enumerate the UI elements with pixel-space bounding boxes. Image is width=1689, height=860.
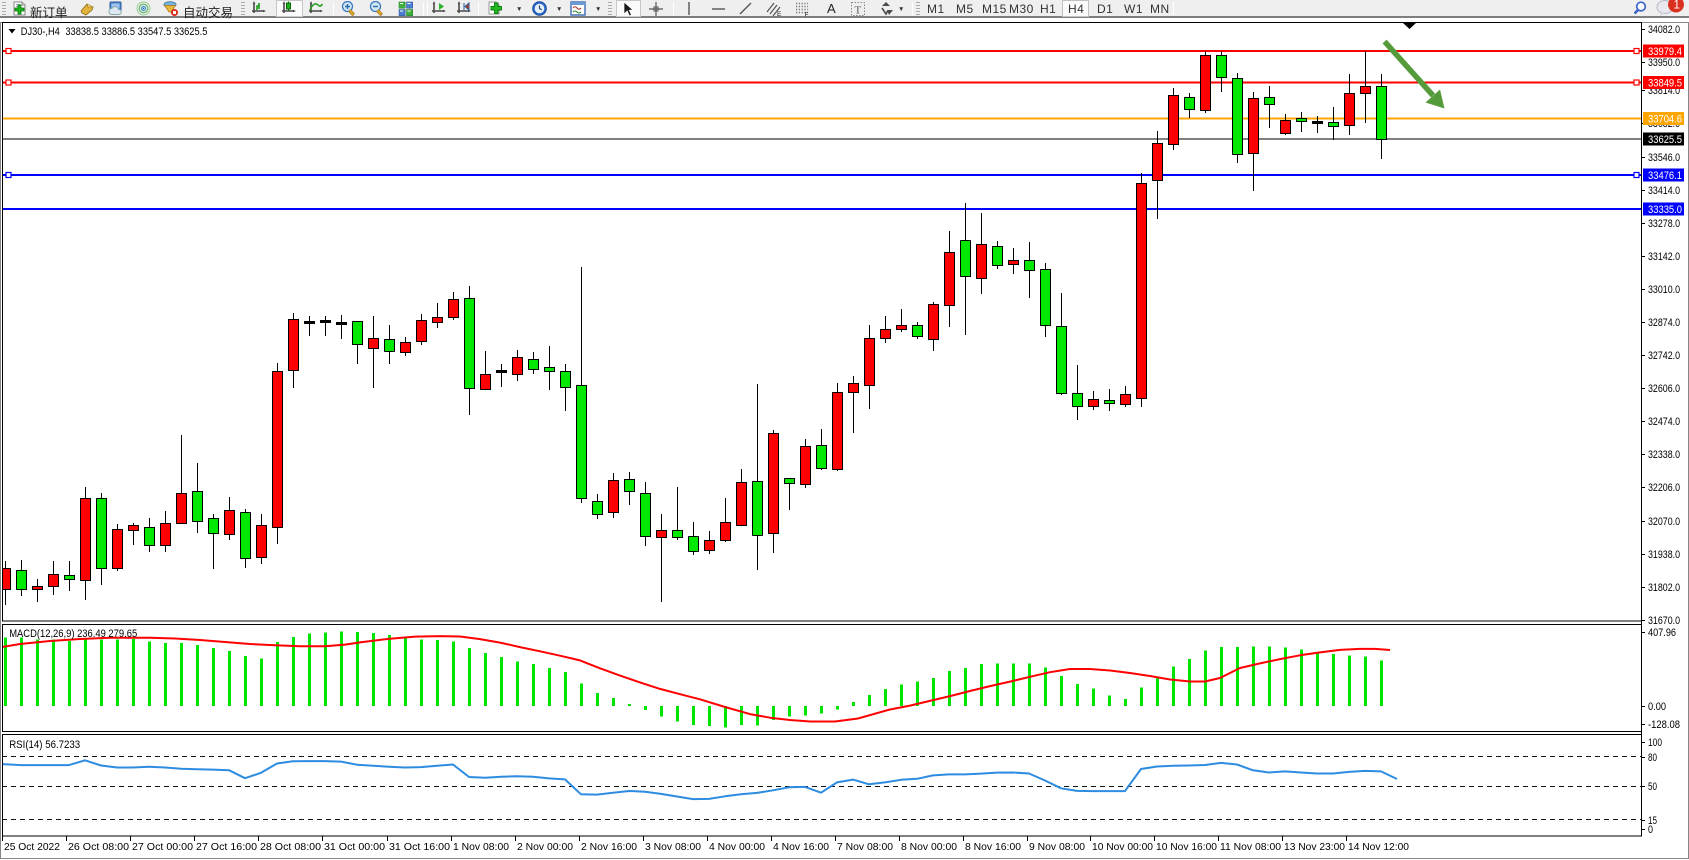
- svg-text:50: 50: [1648, 781, 1657, 793]
- svg-text:34082.0: 34082.0: [1648, 24, 1680, 36]
- svg-text:27 Oct 00:00: 27 Oct 00:00: [132, 841, 193, 853]
- svg-text:14 Nov 12:00: 14 Nov 12:00: [1348, 841, 1409, 853]
- svg-text:13 Nov 23:00: 13 Nov 23:00: [1284, 841, 1345, 853]
- svg-text:31 Oct 16:00: 31 Oct 16:00: [389, 841, 450, 853]
- svg-text:26 Oct 08:00: 26 Oct 08:00: [68, 841, 129, 853]
- svg-text:DJ30-,H4: DJ30-,H4: [21, 26, 60, 38]
- svg-text:33704.6: 33704.6: [1648, 114, 1682, 126]
- svg-text:33476.1: 33476.1: [1648, 170, 1682, 182]
- svg-text:32742.0: 32742.0: [1648, 350, 1680, 362]
- svg-text:8 Nov 16:00: 8 Nov 16:00: [965, 841, 1021, 853]
- svg-text:10 Nov 00:00: 10 Nov 00:00: [1092, 841, 1153, 853]
- svg-text:31670.0: 31670.0: [1648, 615, 1680, 627]
- svg-text:11 Nov 08:00: 11 Nov 08:00: [1220, 841, 1281, 853]
- svg-text:31802.0: 31802.0: [1648, 582, 1680, 594]
- svg-text:28 Oct 08:00: 28 Oct 08:00: [260, 841, 321, 853]
- svg-text:32070.0: 32070.0: [1648, 516, 1680, 528]
- svg-text:80: 80: [1648, 752, 1657, 764]
- svg-text:33142.0: 33142.0: [1648, 251, 1680, 263]
- svg-text:MACD(12,26,9) 236.49 279.65: MACD(12,26,9) 236.49 279.65: [9, 628, 137, 640]
- svg-text:0: 0: [1648, 824, 1653, 836]
- svg-text:33849.5: 33849.5: [1648, 78, 1682, 90]
- svg-text:7 Nov 08:00: 7 Nov 08:00: [837, 841, 893, 853]
- svg-text:10 Nov 16:00: 10 Nov 16:00: [1156, 841, 1217, 853]
- svg-text:33979.4: 33979.4: [1648, 46, 1682, 58]
- svg-text:F: F: [805, 12, 809, 18]
- svg-text:31938.0: 31938.0: [1648, 549, 1680, 561]
- svg-text:407.96: 407.96: [1648, 627, 1676, 639]
- svg-text:-128.08: -128.08: [1648, 719, 1680, 731]
- svg-text:2 Nov 00:00: 2 Nov 00:00: [517, 841, 573, 853]
- svg-text:33010.0: 33010.0: [1648, 284, 1680, 296]
- svg-text:8 Nov 00:00: 8 Nov 00:00: [901, 841, 957, 853]
- svg-text:33625.5: 33625.5: [1648, 134, 1682, 146]
- svg-text:33335.0: 33335.0: [1648, 204, 1682, 216]
- svg-text:3 Nov 08:00: 3 Nov 08:00: [645, 841, 701, 853]
- svg-text:32874.0: 32874.0: [1648, 317, 1680, 329]
- svg-text:4 Nov 00:00: 4 Nov 00:00: [709, 841, 765, 853]
- svg-text:15: 15: [1648, 815, 1657, 827]
- svg-text:T: T: [855, 5, 862, 17]
- svg-text:2 Nov 16:00: 2 Nov 16:00: [581, 841, 637, 853]
- svg-text:33950.0: 33950.0: [1648, 57, 1680, 69]
- svg-text:32474.0: 32474.0: [1648, 416, 1680, 428]
- svg-text:RSI(14) 56.7233: RSI(14) 56.7233: [9, 739, 80, 751]
- svg-text:33546.0: 33546.0: [1648, 152, 1680, 164]
- svg-text:33838.5 33886.5 33547.5 33625.: 33838.5 33886.5 33547.5 33625.5: [65, 26, 207, 38]
- svg-text:9 Nov 08:00: 9 Nov 08:00: [1029, 841, 1085, 853]
- svg-text:33414.0: 33414.0: [1648, 185, 1680, 197]
- svg-text:33278.0: 33278.0: [1648, 218, 1680, 230]
- svg-text:32206.0: 32206.0: [1648, 482, 1680, 494]
- svg-text:1: 1: [1674, 0, 1680, 12]
- svg-text:0.00: 0.00: [1648, 701, 1666, 713]
- svg-text:1 Nov 08:00: 1 Nov 08:00: [453, 841, 509, 853]
- svg-text:32606.0: 32606.0: [1648, 383, 1680, 395]
- svg-text:25 Oct 2022: 25 Oct 2022: [4, 841, 60, 853]
- svg-text:32338.0: 32338.0: [1648, 449, 1680, 461]
- svg-text:27 Oct 16:00: 27 Oct 16:00: [196, 841, 257, 853]
- svg-text:4 Nov 16:00: 4 Nov 16:00: [773, 841, 829, 853]
- svg-text:31 Oct 00:00: 31 Oct 00:00: [324, 841, 385, 853]
- svg-text:100: 100: [1648, 737, 1662, 749]
- svg-text:E: E: [777, 11, 782, 17]
